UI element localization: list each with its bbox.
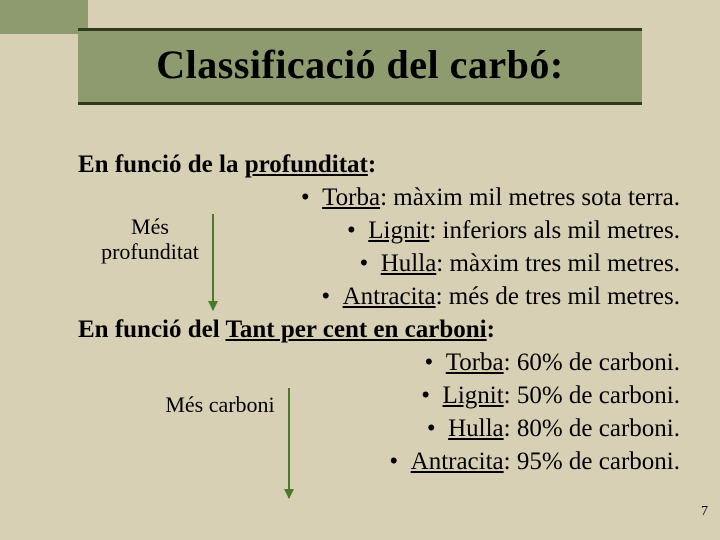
carbon-item: • Torba: 60% de carboni. xyxy=(78,346,680,379)
depth-item-name: Lignit xyxy=(368,217,429,244)
heading-depth-post: : xyxy=(368,151,376,178)
depth-arrow-label: Més profunditat xyxy=(90,214,210,265)
content-area: En funció de la profunditat: • Torba: mà… xyxy=(78,148,680,478)
depth-item-name: Hulla xyxy=(381,250,437,277)
depth-arrow-icon xyxy=(212,214,214,310)
carbon-item-name: Hulla xyxy=(448,415,504,442)
depth-item: • Torba: màxim mil metres sota terra. xyxy=(78,181,680,214)
depth-item: • Antracita: més de tres mil metres. xyxy=(78,280,680,313)
carbon-arrow-label: Més carboni xyxy=(160,392,280,417)
heading-carbon-key: Tant per cent en carboni xyxy=(226,316,487,343)
depth-arrow-label-text: Més profunditat xyxy=(101,214,199,264)
carbon-item-name: Lignit xyxy=(443,382,504,409)
carbon-item-desc: : 95% de carboni. xyxy=(504,448,680,475)
heading-carbon-pre: En funció del xyxy=(78,316,226,343)
carbon-item-desc: : 60% de carboni. xyxy=(504,349,680,376)
carbon-item-desc: : 50% de carboni. xyxy=(504,382,680,409)
heading-depth: En funció de la profunditat: xyxy=(78,148,680,181)
carbon-item-name: Antracita xyxy=(411,448,504,475)
corner-accent xyxy=(0,0,88,34)
title-box: Classificació del carbó: xyxy=(78,28,642,105)
carbon-arrow-icon xyxy=(288,388,290,498)
carbon-item-desc: : 80% de carboni. xyxy=(504,415,680,442)
heading-depth-pre: En funció de la xyxy=(78,151,245,178)
depth-item-desc: : màxim mil metres sota terra. xyxy=(380,184,680,211)
page-number: 7 xyxy=(701,504,708,520)
heading-depth-key: profunditat xyxy=(245,151,368,178)
page-title: Classificació del carbó: xyxy=(86,41,634,88)
depth-item-name: Antracita xyxy=(343,283,436,310)
carbon-arrow-label-text: Més carboni xyxy=(165,392,274,417)
heading-carbon-post: : xyxy=(487,316,495,343)
depth-item-desc: : màxim tres mil metres. xyxy=(436,250,680,277)
carbon-item-name: Torba xyxy=(446,349,504,376)
depth-item-desc: : inferiors als mil metres. xyxy=(429,217,680,244)
depth-item-desc: : més de tres mil metres. xyxy=(436,283,680,310)
carbon-item: • Antracita: 95% de carboni. xyxy=(78,445,680,478)
title-container: Classificació del carbó: xyxy=(78,28,642,105)
depth-item-name: Torba xyxy=(322,184,380,211)
heading-carbon: En funció del Tant per cent en carboni: xyxy=(78,313,680,346)
